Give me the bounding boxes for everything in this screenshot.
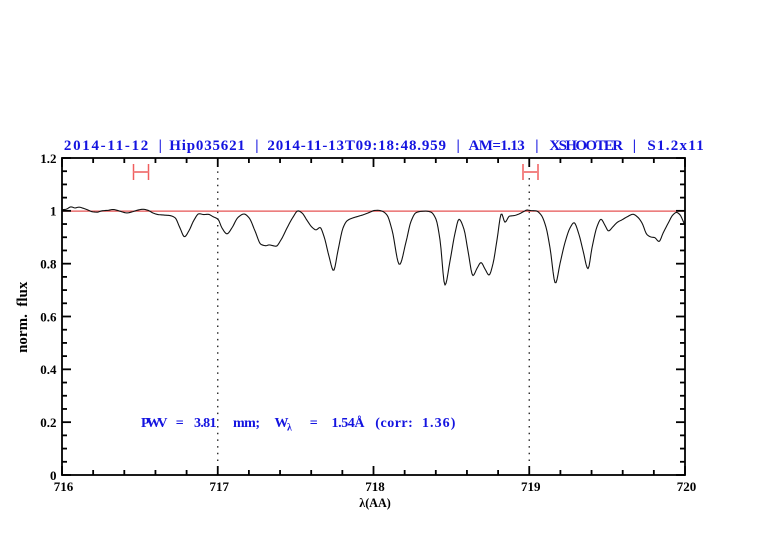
svg-text:1: 1 [50, 204, 57, 219]
svg-text:0: 0 [50, 468, 57, 483]
svg-text:0.6: 0.6 [40, 309, 57, 324]
svg-text:λ(AA): λ(AA) [359, 496, 391, 510]
svg-text:716: 716 [54, 479, 74, 494]
svg-text:0.8: 0.8 [40, 257, 57, 272]
svg-text:718: 718 [365, 479, 385, 494]
svg-text:720: 720 [677, 479, 697, 494]
svg-text:1.2: 1.2 [40, 151, 56, 166]
svg-text:2014-11-12|Hip035621|2014-11-1: 2014-11-12 | Hip035621 | 2014-11-13T09:18:48… [64, 138, 704, 154]
svg-text:norm. flux: norm. flux [15, 281, 31, 353]
svg-text:0.4: 0.4 [40, 362, 57, 377]
svg-text:0.2: 0.2 [40, 415, 56, 430]
svg-text:719: 719 [521, 479, 541, 494]
svg-text:717: 717 [210, 479, 230, 494]
